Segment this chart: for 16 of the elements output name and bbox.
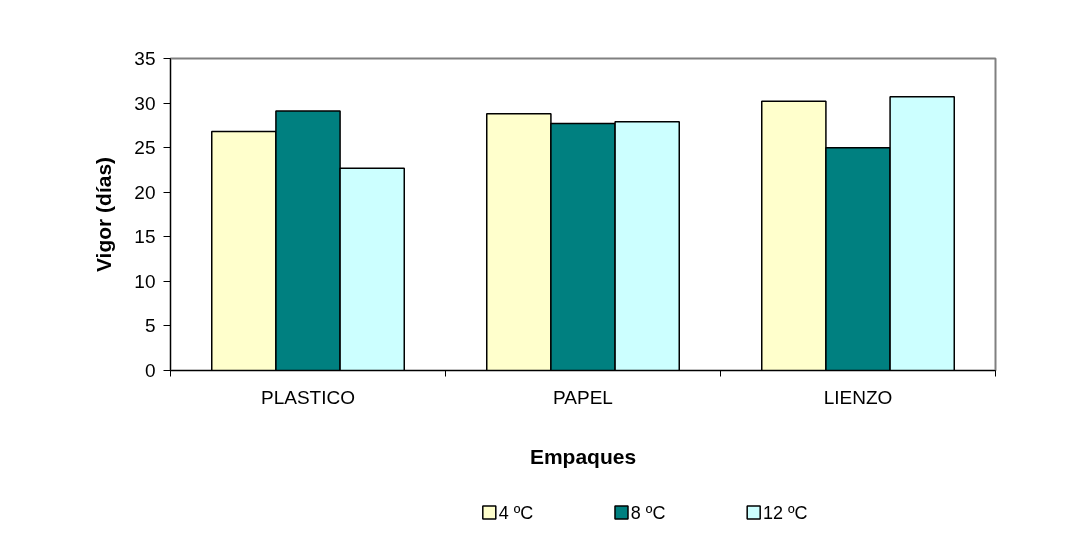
y-tick-label: 15 xyxy=(134,226,156,248)
legend-label: 12 ºC xyxy=(763,502,808,523)
y-tick-label: 35 xyxy=(134,48,156,69)
y-axis-title: Vigor (días) xyxy=(92,156,116,273)
legend-label: 4 ºC xyxy=(498,502,534,523)
y-tick-label: 0 xyxy=(144,360,156,381)
x-tick-label: PLASTICO xyxy=(261,386,355,408)
y-tick-label: 5 xyxy=(144,315,156,337)
y-tick-label: 30 xyxy=(134,92,156,114)
x-axis-title: Empaques xyxy=(529,444,637,468)
x-tick-label: LIENZO xyxy=(823,386,893,408)
y-tick-label: 25 xyxy=(134,137,156,159)
y-tick-label: 20 xyxy=(134,181,156,203)
y-tick-label: 10 xyxy=(134,270,156,292)
x-tick-label: PAPEL xyxy=(553,386,613,408)
legend-label: 8 ºC xyxy=(630,502,666,523)
